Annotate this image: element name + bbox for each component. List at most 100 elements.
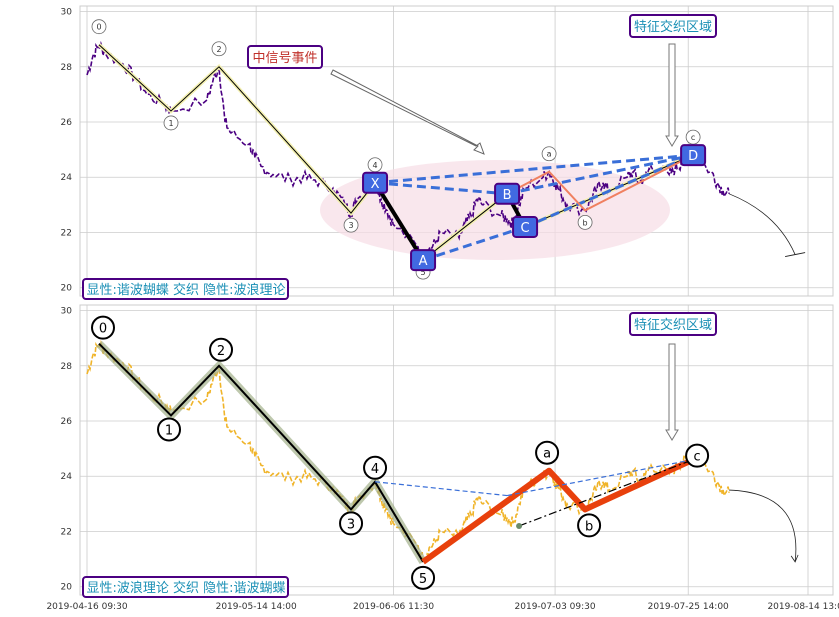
wave-label-circle-bottom xyxy=(685,443,710,468)
footer-annotation-bottom: 显性:波浪理论 交织 隐性:谐波蝴蝶 xyxy=(82,576,289,598)
harmonic-dashed-connector xyxy=(374,181,508,196)
y-tick-label: 22 xyxy=(61,228,72,238)
zone-annotation-top: 特征交织区域 xyxy=(629,14,717,147)
y-tick-label: 20 xyxy=(61,284,73,294)
wave-label-circle-bottom xyxy=(91,315,116,340)
wave-label-top: b xyxy=(583,218,588,227)
harmonic-dashed-connector xyxy=(506,153,694,196)
x-tick-label: 2019-07-03 09:30 xyxy=(515,602,596,612)
harmonic-point-label: D xyxy=(688,149,698,164)
x-tick-label: 2019-04-16 09:30 xyxy=(46,602,127,612)
bottom-panel: 20 22 24 26 28 30 0 1 2 3 4 5 a b c 特征交织区域 显性:波浪理论 交织… xyxy=(61,304,834,598)
wave-label-top: 3 xyxy=(348,221,353,230)
wave-label-circle-bottom xyxy=(339,511,364,536)
wave-label-circle-bottom xyxy=(411,565,436,590)
wave-label-top: 5 xyxy=(421,268,426,277)
harmonic-point-label: C xyxy=(521,221,530,236)
y-tick-label: 24 xyxy=(61,173,73,183)
y-tick-label: 26 xyxy=(61,417,73,427)
correction-line-bottom xyxy=(421,456,695,565)
harmonic-point-box xyxy=(494,182,521,205)
top-chart-layers: 0 1 2 3 4 5 a b c X A B C D xyxy=(86,19,806,280)
x-tick-label: 2019-05-14 14:00 xyxy=(216,602,297,612)
wave-label-circle-top xyxy=(343,217,359,233)
footer-label-top: 显性:谐波蝴蝶 交织 隐性:波浪理论 xyxy=(86,282,285,298)
wave-label-circle-top xyxy=(163,115,179,131)
hidden-harmonic-xb xyxy=(374,481,508,497)
wave-label-top: c xyxy=(691,133,695,142)
y-tick-label: 30 xyxy=(61,307,73,317)
y-tick-label: 28 xyxy=(61,362,73,372)
wave-label-top: 2 xyxy=(216,45,221,54)
wave-line-bottom xyxy=(98,342,424,563)
projection-arrowhead xyxy=(790,554,799,563)
harmonic-point-label: X xyxy=(371,177,380,192)
wave-label-bottom: 3 xyxy=(347,517,355,532)
hidden-harmonic-point xyxy=(516,522,523,529)
wave-label-bottom: 5 xyxy=(419,572,427,587)
harmonic-point-label: A xyxy=(419,254,428,269)
y-tick-label: 24 xyxy=(61,472,73,482)
wave-line-top xyxy=(98,44,376,214)
signal-arrow xyxy=(330,69,485,155)
wave-label-top: 4 xyxy=(373,161,378,170)
y-tick-label: 28 xyxy=(61,63,73,73)
wave-label-circle-top xyxy=(91,19,107,35)
wave-label-circle-bottom xyxy=(535,440,560,465)
harmonic-dashed-connector xyxy=(374,153,694,185)
wave-label-bottom: c xyxy=(694,450,701,465)
projection-curve-bottom xyxy=(729,489,797,562)
harmonic-dashed-connector xyxy=(524,153,694,229)
wave-label-circle-top xyxy=(211,41,227,57)
signal-annotation: 中信号事件 xyxy=(247,45,485,155)
wave-label-bottom: 0 xyxy=(99,322,107,337)
wave-label-bottom: a xyxy=(543,447,551,462)
zone-arrow-bottom xyxy=(665,343,679,441)
hidden-harmonic-cd xyxy=(518,459,694,527)
wave-label-top: 1 xyxy=(168,119,173,128)
top-panel: 20 22 24 26 28 30 0 1 2 3 4 5 a b c X A B C D 中信号事件 特征交织区域… xyxy=(61,5,834,300)
x-tick-label: 2019-08-14 13:00 xyxy=(767,602,839,612)
zone-arrow-top xyxy=(665,43,679,147)
wave-label-circle-top xyxy=(541,146,557,162)
harmonic-point-box xyxy=(512,215,539,238)
harmonic-point-box xyxy=(680,144,707,167)
harmonic-point-box xyxy=(410,249,437,272)
wave-label-bottom: 4 xyxy=(371,462,379,477)
signal-label: 中信号事件 xyxy=(252,51,317,66)
zone-label-bottom: 特征交织区域 xyxy=(634,317,712,333)
harmonic-leg-xa xyxy=(373,181,425,262)
zone-label-top: 特征交织区域 xyxy=(634,19,712,35)
footer-annotation-top: 显性:谐波蝴蝶 交织 隐性:波浪理论 xyxy=(82,278,289,300)
top-y-ticks: 20 22 24 26 28 30 xyxy=(61,8,73,294)
harmonic-dashed-connector xyxy=(422,225,526,262)
y-tick-label: 22 xyxy=(61,527,72,537)
x-tick-label: 2019-07-25 14:00 xyxy=(648,602,729,612)
y-tick-label: 30 xyxy=(61,8,73,18)
y-tick-label: 26 xyxy=(61,118,73,128)
projection-end-tick xyxy=(785,252,806,258)
wave-label-circle-bottom xyxy=(209,337,234,362)
wave-label-top: a xyxy=(547,150,552,159)
harmonic-point-box xyxy=(362,171,389,194)
bottom-plot-area xyxy=(79,304,834,596)
wave-label-circle-bottom xyxy=(157,417,182,442)
zone-annotation-bottom: 特征交织区域 xyxy=(629,312,717,441)
wave-label-top: 0 xyxy=(96,23,101,32)
wave-label-bottom: 2 xyxy=(217,344,225,359)
wave-label-bottom: 1 xyxy=(165,423,173,438)
projection-curve-top xyxy=(728,193,796,255)
bottom-y-ticks: 20 22 24 26 28 30 xyxy=(61,307,73,593)
y-tick-label: 20 xyxy=(61,583,73,593)
x-tick-label: 2019-06-06 11:30 xyxy=(353,602,434,612)
wave-label-circle-bottom xyxy=(577,513,602,538)
wave-label-circle-top xyxy=(577,214,593,230)
x-axis: 2019-04-16 09:30 2019-05-14 14:00 2019-06-… xyxy=(46,602,839,612)
correction-line-top xyxy=(506,154,694,212)
wave-label-circle-bottom xyxy=(363,455,388,480)
footer-label-bottom: 显性:波浪理论 交织 隐性:谐波蝴蝶 xyxy=(86,580,285,596)
bottom-chart-layers: 0 1 2 3 4 5 a b c xyxy=(86,315,799,590)
harmonic-point-label: B xyxy=(503,188,512,203)
harmonic-leg-thin xyxy=(422,193,508,261)
